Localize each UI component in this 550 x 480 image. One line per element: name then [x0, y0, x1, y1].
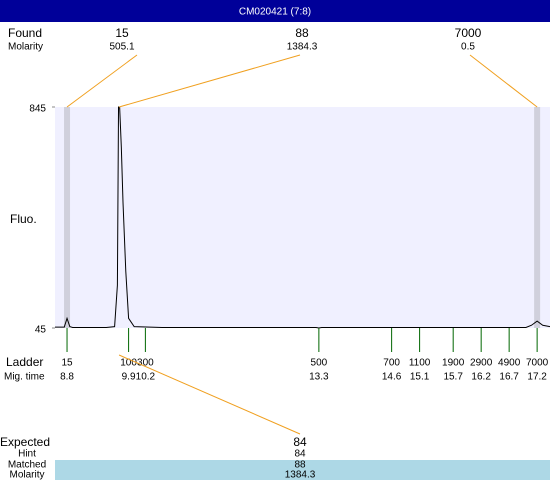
- ladder-size: 15: [61, 358, 73, 369]
- found-size: 15: [115, 26, 129, 40]
- y-axis-label: Fluo.: [10, 212, 37, 226]
- ladder-size: 2900: [470, 358, 493, 369]
- found-label: Found: [8, 26, 42, 40]
- ladder-time: 9.9: [122, 372, 136, 383]
- ladder-time: 8.8: [60, 372, 74, 383]
- found-connector: [66, 54, 138, 108]
- ladder-time: 15.7: [443, 372, 463, 383]
- matched-label: Matched: [8, 460, 46, 471]
- y-tick-label: 845: [29, 104, 46, 115]
- ladder-time: 14.6: [382, 372, 402, 383]
- ladder-size: 4900: [498, 358, 521, 369]
- found-molarity-label: Molarity: [8, 42, 43, 53]
- expected-value: 84: [293, 435, 307, 449]
- trace-line: [55, 106, 550, 329]
- hint-value: 84: [294, 449, 306, 460]
- expected-label: Expected: [0, 435, 50, 449]
- found-molarity: 505.1: [109, 42, 134, 53]
- ladder-size: 700: [383, 358, 400, 369]
- expected-connector: [118, 354, 301, 435]
- ladder-label: Ladder: [6, 355, 43, 369]
- matched-band: [55, 460, 550, 480]
- found-connector: [118, 54, 301, 108]
- molarity-value: 1384.3: [285, 470, 316, 480]
- title-bar: [0, 0, 550, 22]
- ladder-time: 16.2: [471, 372, 491, 383]
- window-title: CM020421 (7:8): [239, 7, 311, 18]
- ladder-time: 17.2: [527, 372, 547, 383]
- found-size: 7000: [455, 26, 482, 40]
- y-tick-label: 45: [35, 325, 47, 336]
- plot-area: [55, 107, 550, 328]
- found-molarity: 1384.3: [287, 42, 318, 53]
- found-molarity: 0.5: [461, 42, 475, 53]
- ladder-size: 300: [137, 358, 154, 369]
- ladder-time: 15.1: [410, 372, 430, 383]
- hint-label: Hint: [18, 449, 36, 460]
- ladder-size: 1100: [409, 358, 431, 369]
- ladder-time: 13.3: [309, 372, 329, 383]
- matched-value: 88: [294, 460, 306, 471]
- ladder-time: 16.7: [499, 372, 519, 383]
- found-size: 88: [295, 26, 309, 40]
- found-connector: [469, 54, 538, 108]
- marker-band: [64, 107, 71, 328]
- ladder-time: 10.2: [136, 372, 156, 383]
- ladder-size: 7000: [526, 358, 549, 369]
- ladder-size: 1900: [442, 358, 465, 369]
- ladder-size: 100: [120, 358, 137, 369]
- marker-band: [534, 107, 541, 328]
- ladder-size: 500: [311, 358, 328, 369]
- mig-time-label: Mig. time: [4, 372, 45, 383]
- molarity-label: Molarity: [9, 470, 44, 480]
